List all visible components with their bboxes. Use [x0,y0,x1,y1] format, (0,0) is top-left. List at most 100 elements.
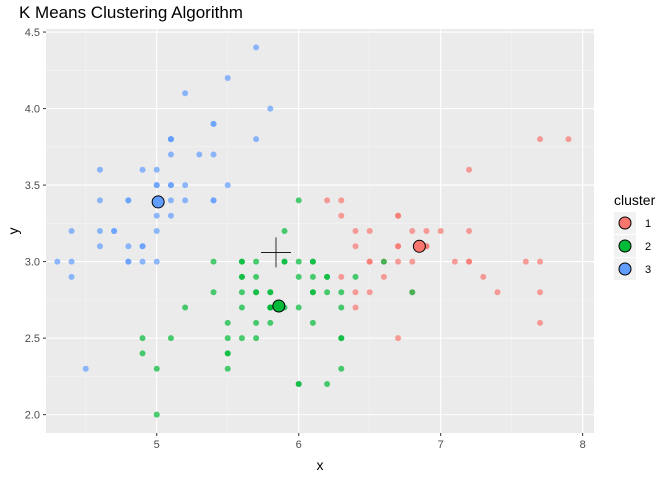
data-point-cluster-2 [224,365,231,372]
y-axis-ticks: 2.0 2.5 3.0 3.5 4.0 4.5 [25,27,46,422]
data-point-cluster-1 [480,273,487,280]
centroid-markers [151,195,426,313]
data-point-cluster-1 [352,289,359,296]
data-point-cluster-2 [253,273,260,280]
data-point-cluster-3 [125,243,132,250]
data-point-cluster-1 [395,335,402,342]
data-point-cluster-2 [380,258,387,265]
data-point-cluster-2 [338,335,345,342]
data-point-cluster-1 [324,197,331,204]
data-point-cluster-3 [153,166,160,173]
data-point-cluster-1 [338,273,345,280]
data-point-cluster-2 [210,258,217,265]
data-point-cluster-2 [267,304,274,311]
data-point-cluster-3 [139,243,146,250]
data-point-cluster-1 [494,289,501,296]
data-point-cluster-1 [352,304,359,311]
data-point-cluster-2 [153,365,160,372]
data-point-cluster-2 [338,304,345,311]
data-point-cluster-3 [210,151,217,158]
chart-title: K Means Clustering Algorithm [19,3,243,22]
legend-label-2: 2 [645,241,651,253]
data-point-cluster-2 [182,304,189,311]
data-point-cluster-1 [409,228,416,234]
data-point-cluster-3 [82,365,89,372]
grid-major [46,29,594,433]
data-point-cluster-3 [182,197,189,204]
data-point-cluster-3 [54,258,61,265]
data-point-cluster-2 [295,304,302,311]
data-point-cluster-2 [224,319,231,326]
data-point-cluster-3 [96,243,103,250]
data-point-cluster-3 [153,212,160,219]
x-tick-label: 7 [438,439,444,451]
data-point-cluster-3 [68,258,75,265]
data-point-cluster-1 [395,212,402,219]
data-point-cluster-3 [111,228,118,234]
data-point-cluster-3 [139,258,146,265]
data-point-cluster-1 [409,258,416,265]
data-point-cluster-3 [96,166,103,173]
data-point-cluster-2 [281,228,288,234]
y-tick-label: 4.5 [25,27,40,39]
data-point-cluster-2 [210,289,217,296]
data-point-cluster-1 [338,197,345,204]
data-point-cluster-1 [466,166,473,173]
data-point-cluster-2 [253,258,260,265]
data-point-cluster-2 [309,273,316,280]
data-point-cluster-1 [395,243,402,250]
data-point-cluster-2 [238,258,245,265]
legend-label-3: 3 [645,264,651,276]
data-point-cluster-1 [466,228,473,234]
x-tick-label: 6 [296,439,302,451]
data-point-cluster-3 [167,197,174,204]
legend-label-1: 1 [645,218,651,230]
data-point-cluster-3 [182,182,189,189]
centroid-cluster-2 [272,299,286,313]
data-point-cluster-1 [380,273,387,280]
data-point-cluster-1 [537,136,544,143]
data-point-cluster-2 [238,304,245,311]
y-tick-label: 3.5 [25,180,40,192]
data-point-cluster-1 [352,228,359,234]
data-point-cluster-3 [167,151,174,158]
data-point-cluster-3 [68,273,75,280]
data-point-cluster-2 [324,289,331,296]
data-point-cluster-3 [68,228,75,234]
data-point-cluster-2 [324,381,331,388]
x-tick-label: 5 [154,439,160,451]
x-axis-label: x [317,457,324,473]
x-tick-label: 8 [580,439,586,451]
data-point-cluster-3 [253,44,260,51]
data-point-cluster-3 [96,197,103,204]
y-tick-label: 2.0 [25,410,40,422]
data-point-cluster-2 [409,289,416,296]
data-point-cluster-2 [238,273,245,280]
data-point-cluster-3 [167,136,174,143]
data-point-cluster-3 [253,136,260,143]
data-point-cluster-2 [139,350,146,357]
data-point-cluster-2 [309,289,316,296]
data-point-cluster-2 [167,335,174,342]
data-point-cluster-2 [295,197,302,204]
data-point-cluster-3 [153,182,160,189]
plot-panel [46,29,594,433]
data-point-cluster-2 [267,319,274,326]
data-point-cluster-3 [210,197,217,204]
data-point-cluster-3 [167,182,174,189]
data-point-cluster-3 [210,120,217,127]
centroid-cluster-1 [412,239,426,253]
data-point-cluster-2 [253,289,260,296]
data-point-cluster-2 [224,350,231,357]
data-point-cluster-3 [224,74,231,81]
data-point-cluster-1 [423,228,430,234]
data-point-cluster-3 [267,105,274,112]
data-point-cluster-1 [466,258,473,265]
data-point-cluster-1 [537,289,544,296]
data-point-cluster-2 [253,335,260,342]
y-axis-label: y [5,228,21,235]
data-point-cluster-1 [522,258,529,265]
data-point-cluster-2 [139,335,146,342]
data-point-cluster-3 [167,212,174,219]
